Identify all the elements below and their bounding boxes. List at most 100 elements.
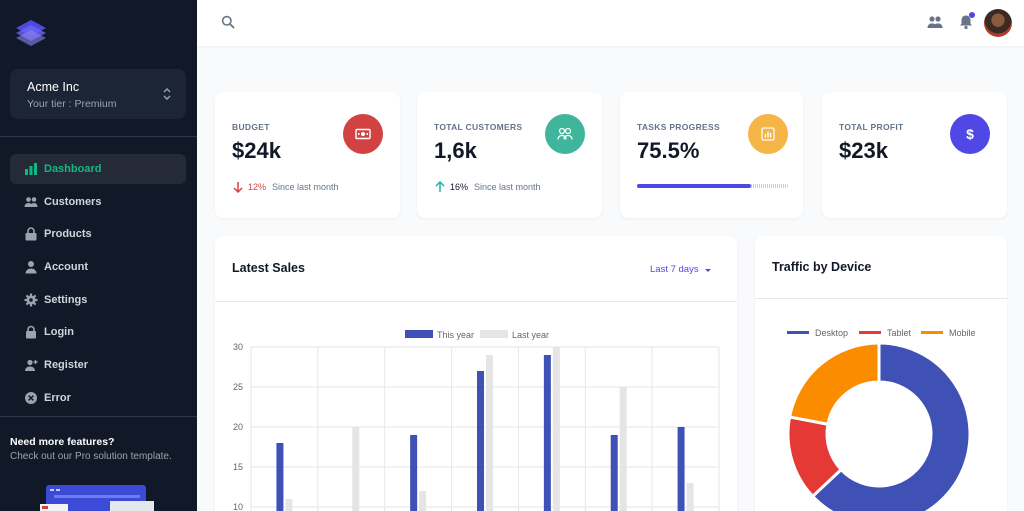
svg-text:$: $	[966, 126, 974, 142]
sidebar-item-label: Products	[44, 228, 92, 241]
legend-swatch	[405, 330, 433, 338]
top-bar	[197, 0, 1024, 46]
org-tier: Your tier : Premium	[27, 98, 117, 110]
legend-label: This year	[437, 330, 474, 340]
users-icon	[545, 114, 585, 154]
pro-template-preview-image	[40, 485, 154, 511]
notification-badge	[969, 12, 975, 18]
stat-label: TOTAL CUSTOMERS	[434, 122, 523, 132]
traffic-donut-chart: Desktop Tablet Mobile	[786, 328, 976, 511]
stat-label: TOTAL PROFIT	[839, 122, 904, 132]
pro-promo-title: Need more features?	[10, 436, 115, 448]
stat-label: BUDGET	[232, 122, 270, 132]
sidebar-item-label: Register	[44, 359, 89, 372]
user-icon	[24, 260, 38, 274]
user-plus-icon	[24, 358, 38, 372]
y-tick-label: 25	[233, 382, 243, 392]
stat-value: $23k	[839, 138, 888, 163]
sidebar-item-label: Account	[44, 261, 88, 274]
bar-this-year	[477, 371, 484, 511]
sidebar-item-login[interactable]: Login	[10, 317, 186, 347]
search-icon[interactable]	[221, 15, 235, 29]
logo-icon[interactable]	[14, 18, 48, 48]
stat-change: 12% Since last month	[232, 181, 339, 193]
bar-this-year	[610, 435, 618, 511]
stat-change: 16% Since last month	[434, 181, 541, 193]
chart-report-icon	[748, 114, 788, 154]
legend-swatch	[921, 331, 943, 334]
sidebar-item-account[interactable]: Account	[10, 252, 186, 282]
gear-icon	[24, 293, 38, 307]
budget-card: BUDGET $24k 12% Since last month	[215, 92, 400, 218]
sidebar-item-label: Login	[44, 326, 74, 339]
organization-selector[interactable]: Acme Inc Your tier : Premium	[10, 69, 186, 119]
legend-swatch	[859, 331, 881, 334]
bar-this-year	[410, 435, 418, 511]
y-tick-label: 10	[233, 502, 243, 511]
latest-sales-chart: This year Last year 30 25 20 15 10	[233, 330, 720, 511]
bar-last-year	[352, 427, 360, 511]
sidebar-item-dashboard[interactable]: Dashboard	[10, 154, 186, 184]
panel-title: Traffic by Device	[772, 260, 872, 274]
sidebar-item-label: Error	[44, 391, 71, 404]
bar-last-year	[686, 483, 694, 511]
money-icon	[343, 114, 383, 154]
tasks-progress-bar	[637, 184, 788, 188]
sidebar-item-customers[interactable]: Customers	[10, 187, 186, 217]
org-name: Acme Inc	[27, 80, 80, 94]
date-range-label: Last 7 days	[650, 264, 699, 275]
sidebar-item-products[interactable]: Products	[10, 219, 186, 249]
bar-chart-icon	[24, 162, 38, 176]
bar-last-year	[285, 499, 293, 511]
lock-icon	[24, 325, 38, 339]
sidebar-item-label: Customers	[44, 195, 102, 208]
caret-down-icon	[704, 268, 711, 272]
x-circle-icon	[24, 391, 38, 405]
bar-last-year	[419, 491, 427, 511]
sidebar-item-error[interactable]: Error	[10, 383, 186, 413]
panel-divider	[215, 301, 737, 302]
stat-label: TASKS PROGRESS	[637, 122, 720, 132]
panel-title: Latest Sales	[232, 261, 305, 275]
panel-divider	[755, 298, 1007, 299]
change-percent: 12%	[248, 182, 267, 192]
legend-label: Tablet	[887, 328, 912, 338]
stat-value: 1,6k	[434, 138, 477, 163]
traffic-by-device-panel: Traffic by Device Desktop Tablet Mobile	[755, 236, 1007, 511]
sidebar-divider	[0, 136, 197, 137]
bar-this-year	[276, 443, 284, 511]
y-tick-label: 20	[233, 422, 243, 432]
donut-slice-mobile	[787, 341, 881, 427]
bag-icon	[24, 227, 38, 241]
legend-swatch	[787, 331, 809, 334]
arrow-down-icon	[233, 182, 243, 193]
date-range-dropdown[interactable]: Last 7 days	[650, 264, 713, 275]
sidebar-item-label: Dashboard	[44, 163, 102, 175]
tasks-progress-fill	[637, 184, 751, 188]
sidebar-item-settings[interactable]: Settings	[10, 285, 186, 315]
dollar-icon: $	[950, 114, 990, 154]
legend-swatch	[480, 330, 508, 338]
sidebar-nav: Dashboard Customers Products Account Set…	[10, 154, 186, 416]
change-caption: Since last month	[272, 182, 339, 192]
change-percent: 16%	[450, 182, 469, 192]
sidebar: Acme Inc Your tier : Premium Dashboard C…	[0, 0, 197, 511]
bar-last-year	[552, 347, 560, 511]
stat-value: 75.5%	[637, 138, 700, 163]
avatar[interactable]	[984, 9, 1012, 37]
legend-label: Desktop	[815, 328, 848, 338]
users-icon	[24, 195, 38, 209]
change-caption: Since last month	[474, 182, 541, 192]
latest-sales-panel: Latest Sales Last 7 days This year Last y…	[215, 236, 737, 511]
sidebar-item-register[interactable]: Register	[10, 350, 186, 380]
bell-icon[interactable]	[959, 14, 973, 30]
y-tick-label: 30	[233, 342, 243, 352]
bar-this-year	[677, 427, 685, 511]
legend-label: Mobile	[949, 328, 976, 338]
y-tick-label: 15	[233, 462, 243, 472]
tasks-progress-card: TASKS PROGRESS 75.5%	[620, 92, 803, 218]
contacts-icon[interactable]	[927, 15, 943, 29]
total-profit-card: TOTAL PROFIT $23k $	[822, 92, 1007, 218]
pro-promo-subtitle: Check out our Pro solution template.	[10, 451, 172, 462]
bar-last-year	[486, 355, 493, 511]
